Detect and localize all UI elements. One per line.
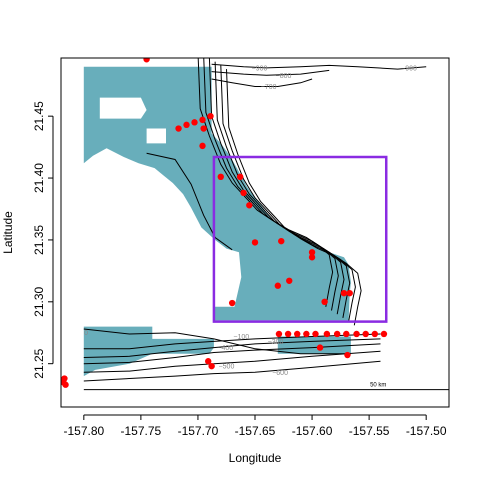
data-point: [240, 189, 247, 197]
x-tick-label: -157.55: [349, 424, 390, 438]
data-point: [278, 237, 285, 245]
data-point: [191, 119, 198, 126]
coastal-contour-5: [226, 69, 362, 326]
contour-label-0: 0: [84, 330, 88, 337]
contour-line-4: [83, 350, 381, 373]
data-point: [200, 125, 207, 132]
data-point: [274, 282, 282, 289]
contour-label-3: −400: [217, 345, 233, 352]
x-tick-label: -157.65: [235, 424, 276, 438]
data-point: [333, 330, 341, 338]
data-point: [207, 112, 214, 120]
data-point: [143, 58, 150, 63]
inner-contour: [146, 152, 233, 251]
y-tick-label: 21.40: [32, 163, 46, 193]
land-gap-1: [146, 128, 166, 144]
data-point: [199, 116, 206, 124]
x-axis: -157.80 -157.75 -157.70 -157.65 -157.60 -157.…: [63, 414, 447, 438]
data-point: [380, 330, 388, 338]
data-point: [371, 330, 379, 338]
contour-label-8: −900: [252, 65, 268, 72]
plot-area: 0 −100 −300 −400 −500 −600 −700 −800 −900 −900 50 …: [61, 58, 449, 391]
x-tick-label: -157.80: [63, 424, 104, 438]
data-point: [343, 330, 350, 338]
x-tick-label: -157.75: [121, 424, 162, 438]
data-point: [340, 289, 348, 297]
contour-label-7: −800: [276, 73, 292, 80]
data-point: [344, 351, 351, 359]
data-point: [316, 344, 324, 351]
data-point: [228, 299, 236, 307]
contour-label-2: −300: [268, 339, 284, 346]
data-point: [236, 173, 244, 181]
data-point: [205, 358, 212, 365]
contour-label-4: −500: [219, 364, 235, 371]
data-point: [362, 330, 369, 338]
scale-bar-label: 50 km: [370, 383, 386, 389]
data-point: [175, 125, 182, 132]
data-point: [286, 277, 293, 284]
data-point: [303, 330, 310, 338]
data-point: [183, 121, 190, 129]
contour-line-2: [83, 338, 381, 358]
y-axis: 21.25 21.30 21.35 21.40 21.45: [32, 101, 54, 379]
land-area-2: [277, 336, 351, 354]
y-axis-label: Latitude: [1, 211, 15, 254]
data-point: [312, 330, 319, 338]
x-axis-label: Longitude: [229, 451, 282, 465]
data-point: [62, 381, 69, 388]
data-point: [275, 330, 283, 338]
land-gap-0: [99, 97, 147, 119]
contour-label-6: −700: [261, 84, 277, 91]
data-point: [321, 298, 328, 306]
y-tick-label: 21.25: [32, 348, 46, 378]
contour-label-1: −100: [233, 334, 249, 341]
data-point: [308, 249, 316, 256]
contour-line-1: [83, 333, 381, 350]
contour-label-5: −600: [272, 370, 288, 377]
x-tick-label: -157.50: [406, 424, 447, 438]
y-tick-label: 21.35: [32, 225, 46, 255]
data-point: [246, 202, 253, 209]
y-tick-label: 21.30: [32, 286, 46, 316]
plot-frame: [60, 57, 450, 408]
contour-line-3: [83, 343, 381, 365]
contour-line-7: [211, 69, 330, 76]
data-point: [323, 330, 331, 338]
x-tick-label: -157.70: [178, 424, 219, 438]
land-area-1: [83, 326, 214, 377]
contour-line-8: [211, 63, 427, 70]
data-point: [208, 362, 215, 370]
contour-label-9: −900: [401, 65, 417, 72]
data-point: [217, 173, 224, 181]
x-tick-label: -157.60: [292, 424, 333, 438]
y-tick-label: 21.45: [32, 101, 46, 131]
data-point: [294, 330, 301, 338]
data-point: [308, 254, 316, 261]
contour-line-6: [211, 78, 313, 87]
data-point: [346, 289, 353, 297]
data-point: [251, 239, 259, 246]
data-point: [284, 330, 292, 338]
data-point: [199, 142, 206, 150]
data-point: [353, 330, 360, 338]
contour-line-5: [83, 360, 381, 382]
contour-line-0: [83, 328, 351, 355]
study-area-box: [212, 155, 388, 323]
